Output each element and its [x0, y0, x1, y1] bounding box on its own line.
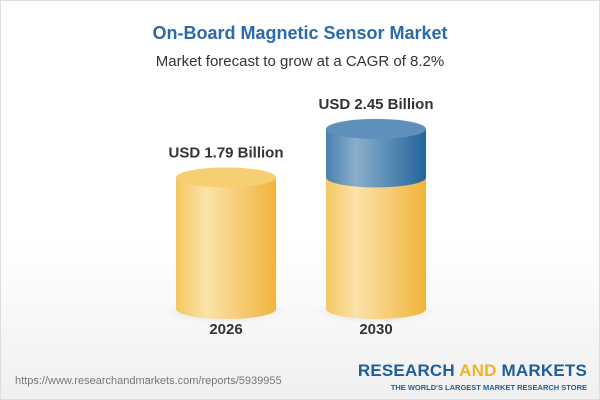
- cylinder-growth-2030: [326, 128, 426, 188]
- cylinder-top-2030: [326, 118, 426, 139]
- data-label: USD 1.79 Billion: [168, 144, 283, 161]
- source-url[interactable]: https://www.researchandmarkets.com/repor…: [15, 375, 282, 387]
- logo-tagline: THE WORLD'S LARGEST MARKET RESEARCH STOR…: [390, 383, 587, 392]
- research-and-markets-logo: RESEARCH AND MARKETS THE WORLD'S LARGEST…: [357, 361, 587, 392]
- category-label: 2030: [359, 321, 392, 338]
- chart-title: On-Board Magnetic Sensor Market: [152, 23, 448, 43]
- chart-subtitle: Market forecast to grow at a CAGR of 8.2…: [155, 53, 445, 70]
- data-label: USD 2.45 Billion: [318, 96, 433, 113]
- category-label: 2026: [209, 321, 242, 338]
- cylinder-base-2026: [176, 177, 276, 319]
- cylinder-top-2026: [176, 167, 276, 188]
- cylinder-base-2030: [326, 177, 426, 319]
